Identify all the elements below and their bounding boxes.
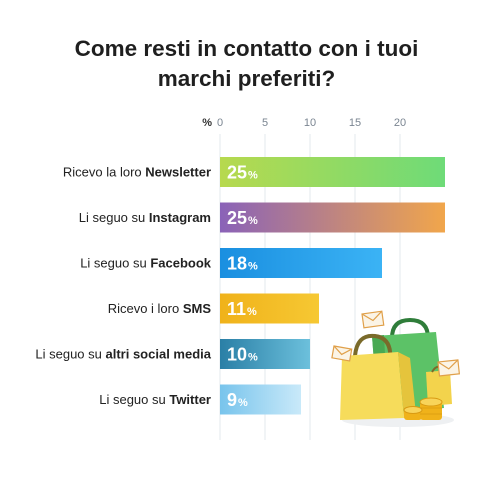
bar-value-label: 25% <box>227 208 258 228</box>
bar <box>220 202 445 233</box>
envelope-icon <box>331 310 461 377</box>
bar-value-label: 25% <box>227 163 258 183</box>
bar-value-label: 18% <box>227 254 258 274</box>
x-tick-label: 0 <box>217 117 223 129</box>
x-tick-label: 5 <box>262 117 268 129</box>
bar <box>220 293 319 324</box>
category-label: Ricevo la loro Newsletter <box>63 165 211 180</box>
axis-unit-label: % <box>202 117 212 129</box>
x-tick-label: 20 <box>394 117 406 129</box>
bar <box>220 339 310 369</box>
bar <box>220 248 382 278</box>
category-label: Li seguo su Facebook <box>80 256 212 271</box>
title-line-1: Come resti in contatto con i tuoi <box>74 36 419 61</box>
x-tick-label: 15 <box>349 117 361 129</box>
page-title: Come resti in contatto con i tuoi marchi… <box>0 34 493 94</box>
coin-stack-icon <box>403 397 443 420</box>
category-label: Li seguo su Twitter <box>99 392 211 407</box>
bars: 25% 25% 18% 11% 10% 9% <box>220 157 445 415</box>
shopping-bags-icon <box>340 317 452 420</box>
category-label: Ricevo i loro SMS <box>108 301 212 316</box>
category-label: Li seguo su Instagram <box>79 210 211 225</box>
category-labels: Ricevo la loro Newsletter Li seguo su Ins… <box>35 165 211 408</box>
shopping-illustration <box>331 310 461 427</box>
x-tick-label: 10 <box>304 117 316 129</box>
title-line-2: marchi preferiti? <box>157 66 336 91</box>
bar-value-label: 9% <box>227 390 248 410</box>
x-axis-ticks: % 0 5 10 15 20 <box>202 117 406 129</box>
category-label: Li seguo su altri social media <box>35 347 211 362</box>
bar-value-label: 11% <box>227 299 257 319</box>
bar-value-label: 10% <box>227 345 258 365</box>
bar <box>220 384 301 415</box>
bar <box>220 157 445 187</box>
